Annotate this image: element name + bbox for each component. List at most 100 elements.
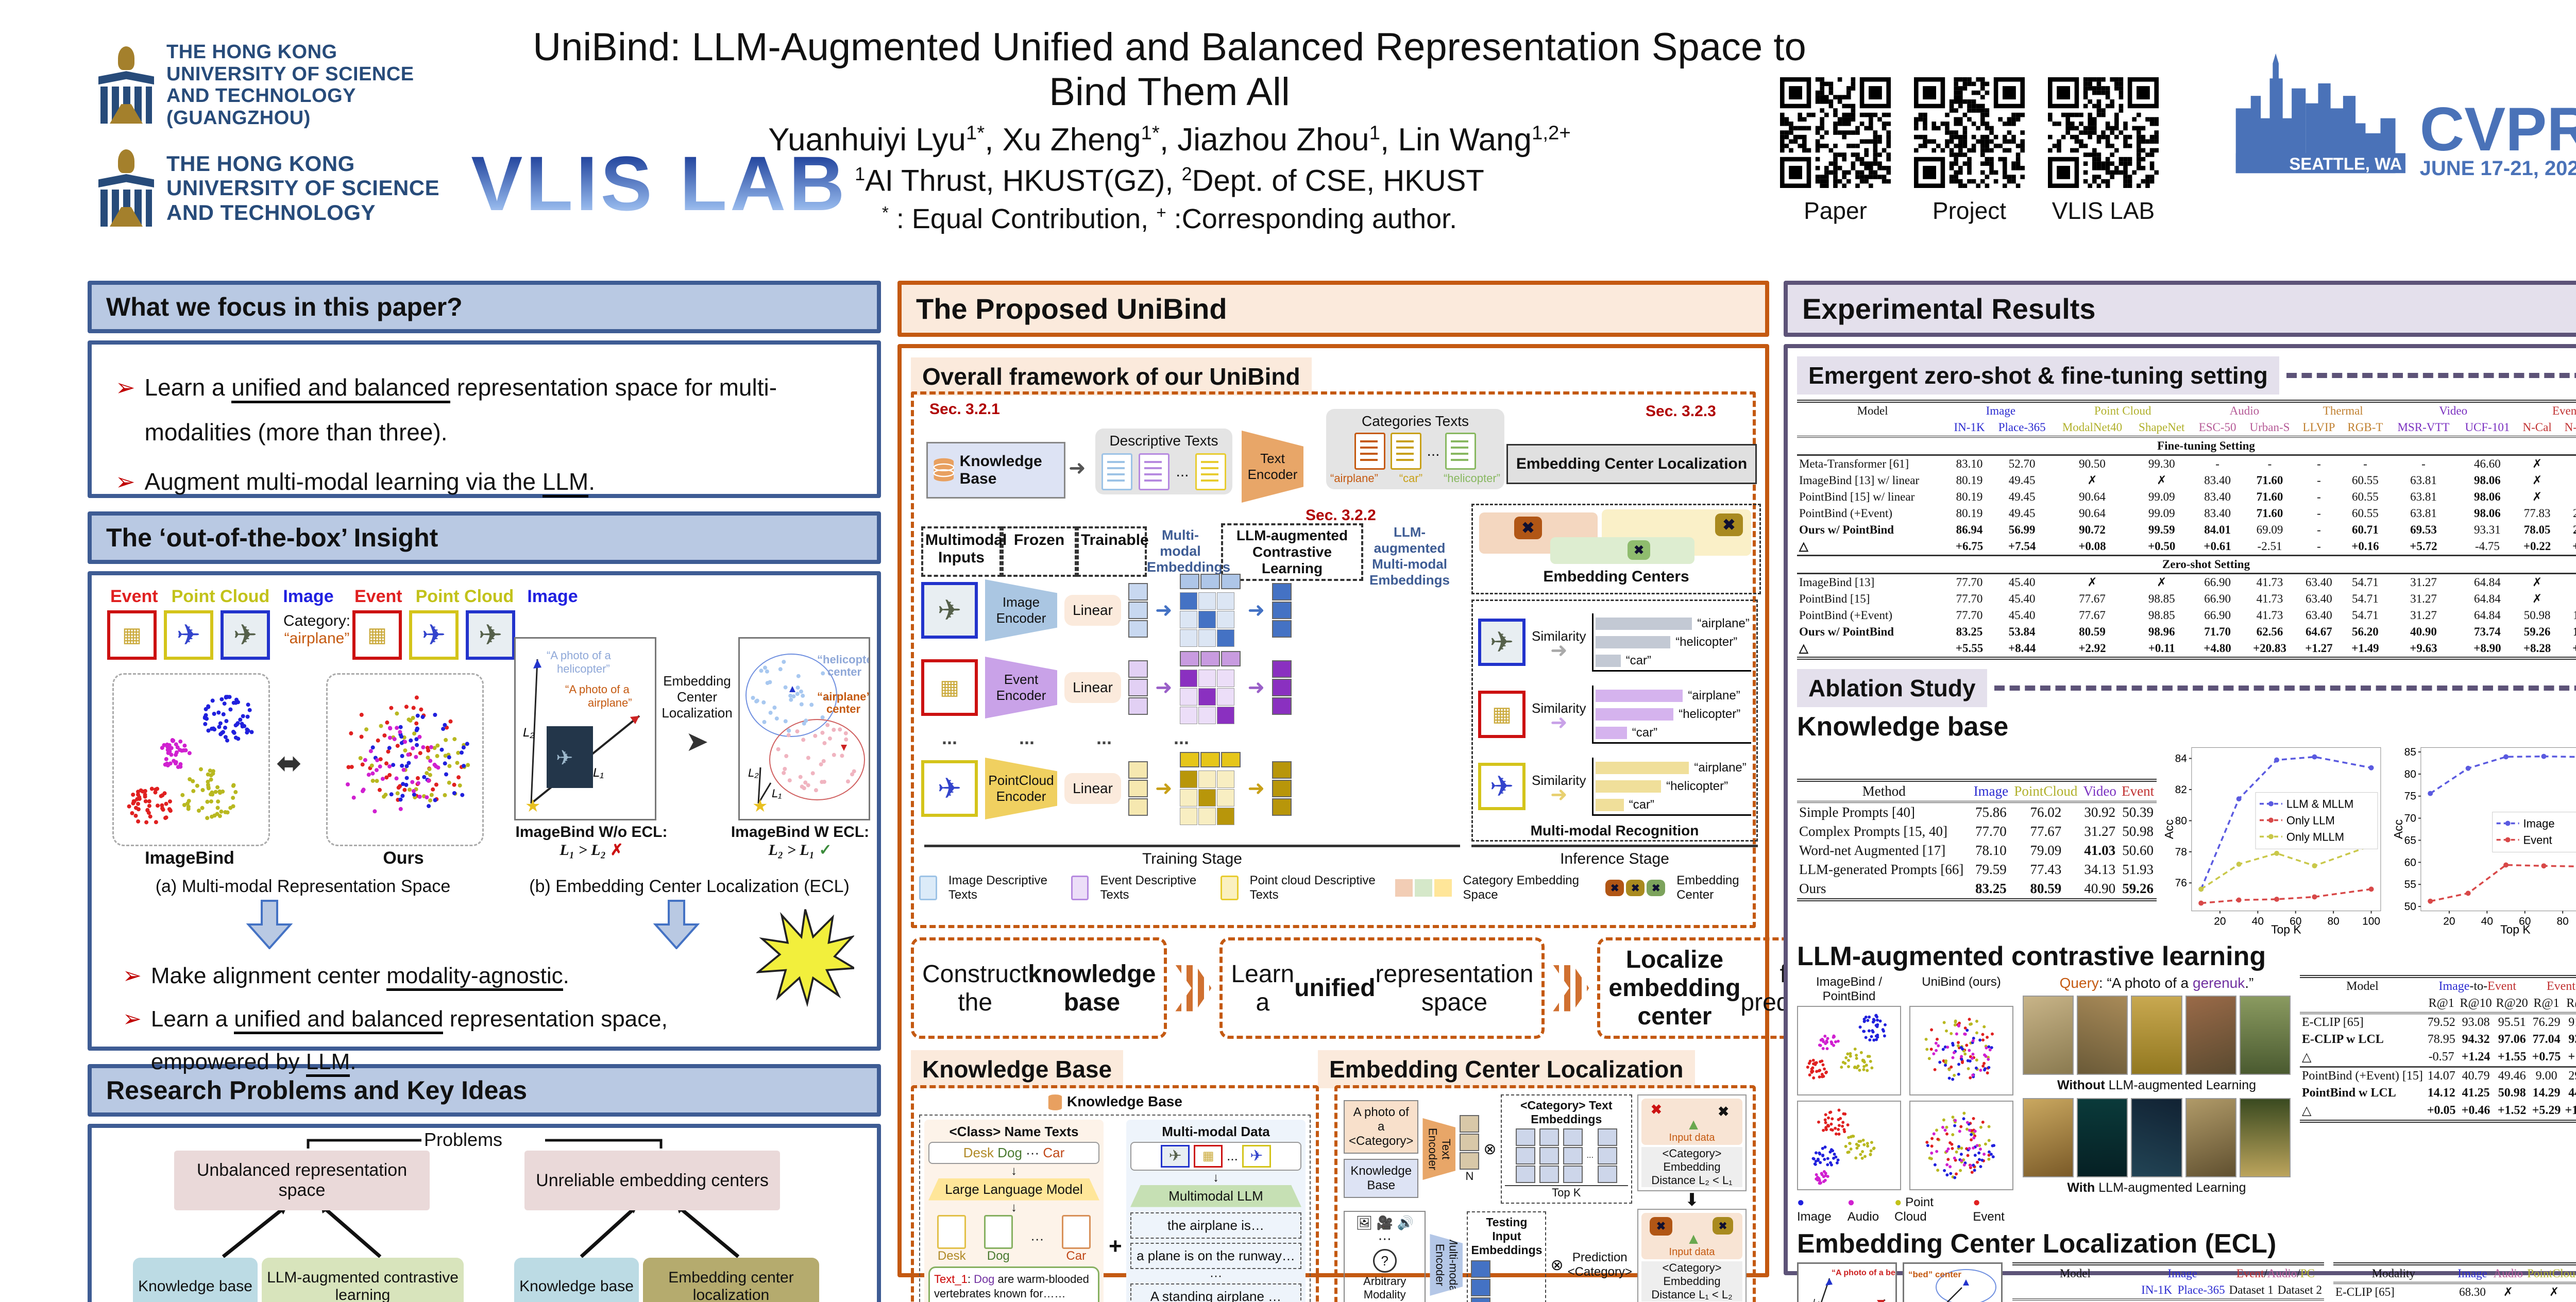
image-input-thumb: ✈ <box>921 582 978 639</box>
table-row: PointBind (+Event) [15] 14.07 40.79 49.46 9.… <box>2300 1066 2576 1085</box>
section-header-problems: Research Problems and Key Ideas <box>88 1064 881 1117</box>
table-row: Simple Prompts [40] 75.86 76.02 30.92 50.39 <box>1799 804 2154 820</box>
idea-box-ecl: Embedding center localization <box>643 1258 819 1302</box>
image-thumb: ✈ <box>221 610 270 660</box>
right-column: Experimental Results Emergent zero-shot … <box>1784 281 2576 1302</box>
table-row: △ +6.75 +7.54 +0.08 +0.50 +0.61 -2.51- +0.16 +5.… <box>1799 540 2576 553</box>
focus-body: ➢ Learn a unified and balanced representa… <box>88 340 881 498</box>
section-header-proposed: The Proposed UniBind <box>897 281 1769 337</box>
scatter-imagebind <box>112 673 270 846</box>
text-encoder-small: Text Encoder <box>1422 1118 1456 1180</box>
kb-a-half: <Class> Name Texts Desk Dog ··· Car ↓ La… <box>924 1119 1104 1302</box>
training-stage-label: Training Stage <box>924 845 1460 868</box>
svg-text:Top K: Top K <box>2500 923 2531 936</box>
down-arrow-icon <box>653 900 700 949</box>
kb-b-half: Multi-modal Data ✈ ▦ ... ✈ ↓ Multimodal … <box>1126 1119 1306 1302</box>
ecl-mid-label: Embedding Center Localization ➤ <box>658 673 736 758</box>
seattle-skyline-icon: SEATTLE, WA <box>2235 53 2405 173</box>
double-arrow-icon: ⬌ <box>276 746 302 780</box>
focus-bullet-2: Augment multi-modal learning via the LLM… <box>145 459 595 504</box>
authors: Yuanhuiyi Lyu1*, Xu Zheng1*, Jiazhou Zho… <box>768 122 1571 158</box>
image-encoder: Image Encoder <box>985 579 1057 641</box>
starburst-icon <box>756 909 854 1007</box>
framework-frame: Sec. 3.2.1 Knowledge Base ➜ Descriptive … <box>911 391 1761 928</box>
problem-box-2: Unreliable embedding centers <box>524 1151 780 1210</box>
ecl-results-row: ★“A photo of a bed”“A photo of a chair”L… <box>1797 1262 2576 1302</box>
knowledge-base-box: Knowledge Base <box>926 442 1065 499</box>
ecl-flow-box: Embedding Center Localization <box>1506 444 1757 484</box>
kb-chip: Knowledge Base <box>911 1050 1124 1088</box>
pointcloud-thumb: ✈ <box>164 610 213 660</box>
lcl-scatters: ImageBind / PointBind UniBind (ours) ● I… <box>1797 975 2013 1224</box>
right-arrow-icon: ➤ <box>685 726 709 757</box>
svg-text:Only LLM: Only LLM <box>2286 814 2335 827</box>
category-label: Category: “airplane” <box>283 612 351 647</box>
idea-box-knowledge-base-2: Knowledge base <box>514 1258 639 1302</box>
helicopter-doc-icon <box>1445 433 1476 470</box>
svg-text:✈: ✈ <box>556 747 573 769</box>
kb-ablation-heading: Knowledge base <box>1797 712 2009 742</box>
table-row: Meta-Transformer [61] 83.10 52.70 90.50 99.3… <box>1799 457 2543 470</box>
embedding-center-x-icon: ✖ <box>1514 517 1542 539</box>
kb-ablation-row: Method Image PointCloud Video Event Simple Pr… <box>1797 742 2576 938</box>
ecl-b-diagram: ✖ ✖ ▲ Input data <Category> Embedding Di… <box>1637 1094 1747 1302</box>
problem-box-1: Unbalanced representation space <box>174 1151 430 1210</box>
logo-line: THE HONG KONG <box>166 41 337 63</box>
modality-labels: Event Point Cloud Image <box>110 587 334 606</box>
plus-icon: + <box>1109 1234 1122 1259</box>
class-names: Desk Dog ··· Car <box>928 1141 1099 1164</box>
svg-text:“helicopter”: “helicopter” <box>817 653 869 666</box>
insight-bullets: ➢ Make alignment center modality-agnostic… <box>123 954 741 1084</box>
svg-text:20: 20 <box>2214 916 2226 928</box>
recognition-label: Multi-modal Recognition <box>1530 823 1699 838</box>
svg-text:65: 65 <box>2404 834 2416 846</box>
vlis-lab-wordmark: VLIS LAB <box>464 139 855 228</box>
svg-text:helicopter”: helicopter” <box>557 662 610 675</box>
modality-thumbs: ▦ ✈ ✈ <box>352 610 515 660</box>
descriptive-texts-group: Descriptive Texts ... <box>1095 429 1232 494</box>
step-arrow-icon <box>1175 965 1212 1012</box>
table-row: Ours w/ PointBind 83.25 53.84 80.59 98.96 71.… <box>1799 625 2576 638</box>
linear-block: Linear <box>1064 672 1121 703</box>
llm-embedding-cubes <box>1272 660 1292 715</box>
query-line: Query: “A photo of a gerenuk.” <box>2059 975 2254 991</box>
chip-row-1: Emergent zero-shot & fine-tuning setting <box>1797 356 2576 395</box>
embedding-cubes <box>1128 583 1148 638</box>
left-column: What we focus in this paper? ➢ Learn a un… <box>88 281 883 1302</box>
bullet-arrow-icon: ➢ <box>115 374 135 401</box>
qr-project <box>1914 77 2025 188</box>
modality-labels: Event Point Cloud Image <box>354 587 578 606</box>
focus-bullet-1: Learn a unified and balanced representat… <box>144 374 777 446</box>
modality-thumbs: ▦ ✈ ✈ <box>107 610 270 660</box>
col-header-llm-embeddings: LLM-augmented Multi-modal Embeddings <box>1369 524 1450 588</box>
cvpr-logo: SEATTLE, WA CVPR JUNE 17-21, 2024 <box>2231 46 2576 180</box>
down-arrow-icon <box>246 900 293 949</box>
contrastive-matrix-image <box>1179 574 1241 647</box>
image-doc-icon <box>1101 453 1133 490</box>
hkust-emblem-icon <box>95 149 157 227</box>
embedding-centers-box: ✖ ✖ ✖ Embedding Centers <box>1471 504 1761 594</box>
table-row: PointBind (+Event) 80.19 49.45 90.64 99.09 83… <box>1799 507 2576 520</box>
main-results-table: Model Image Point Cloud Audio Thermal Video Ev… <box>1797 400 2576 660</box>
arrow-icon: ➜ <box>1069 457 1086 479</box>
ablation-chip: Ablation Study <box>1797 669 1987 707</box>
proposed-body: Overall framework of our UniBind Sec. 3.… <box>897 344 1859 1302</box>
poster-title: UniBind: LLM-Augmented Unified and Balan… <box>533 25 1806 114</box>
multimodal-encoder-small: Multi-modal Encoder <box>1430 1234 1463 1296</box>
framework-legend: Image Descriptive Texts Event Descriptiv… <box>919 873 1764 902</box>
svg-text:SEATTLE, WA: SEATTLE, WA <box>2289 154 2402 173</box>
svg-text:20: 20 <box>2443 916 2455 928</box>
sec-322: Sec. 3.2.2 <box>1306 507 1376 524</box>
svg-text:80: 80 <box>2404 768 2416 780</box>
inference-panel: ✈ Similarity ➜ “airplane” “helicopter” “c… <box>1471 599 1758 842</box>
ecl-results-heading: Embedding Center Localization (ECL) <box>1797 1229 2277 1259</box>
contribution-note: * : Equal Contribution, + :Corresponding… <box>882 203 1458 235</box>
step-arrow-icon <box>1553 965 1589 1012</box>
svg-text:airplane”: airplane” <box>588 696 632 709</box>
kb-text-bubble: Text_1: Dog are warm-blooded vertebrates… <box>928 1266 1099 1302</box>
training-pipelines: ✈ Image Encoder Linear ➜ ➜ ▦ Event Encod… <box>921 572 1459 827</box>
event-doc-icon <box>1139 453 1170 490</box>
check-icon: ✓ <box>819 842 832 859</box>
inference-stage-label: Inference Stage <box>1471 845 1758 868</box>
svg-text:80: 80 <box>2328 916 2340 928</box>
